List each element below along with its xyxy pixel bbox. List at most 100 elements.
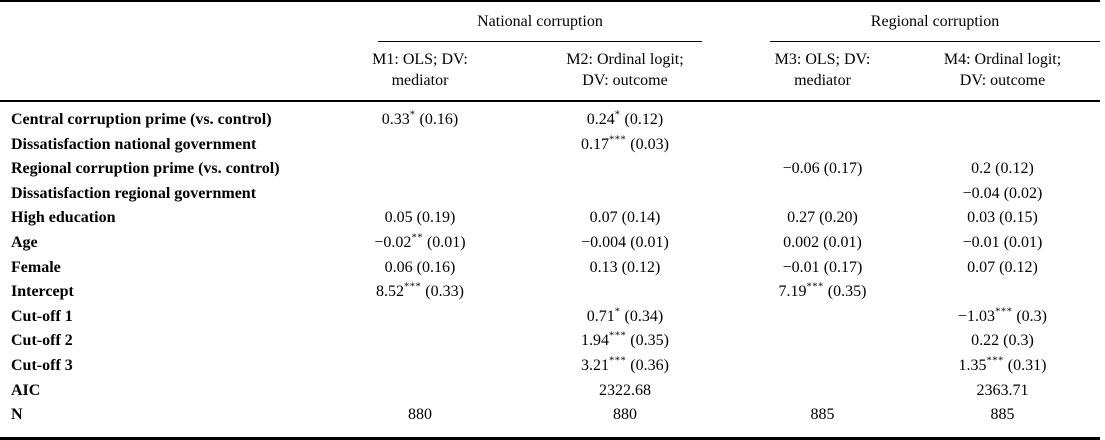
coefficient-cell: 880 <box>408 406 432 424</box>
group-header-national: National corruption <box>330 2 740 42</box>
significance-stars: *** <box>609 331 627 343</box>
coefficient-cell: 1.35*** (0.31) <box>958 355 1047 374</box>
table-row: Cut-off 3 3.21*** (0.36) 1.35*** (0.31) <box>0 354 1100 379</box>
coefficient-cell <box>330 379 510 404</box>
coefficient-cell <box>740 182 905 207</box>
coefficient-cell: 0.002 (0.01) <box>783 233 862 251</box>
row-label: N <box>11 406 23 424</box>
column-header-line1: M1: OLS; DV: <box>372 51 468 68</box>
table-row: Cut-off 1 0.71* (0.34) −1.03*** (0.3) <box>0 305 1100 330</box>
coefficient-cell: −0.01 (0.01) <box>962 233 1043 251</box>
significance-stars: ** <box>411 232 423 244</box>
significance-stars: * <box>614 109 621 121</box>
table-row: Cut-off 2 1.94*** (0.35) 0.22 (0.3) <box>0 329 1100 354</box>
row-label: Dissatisfaction regional government <box>11 184 257 202</box>
coefficient-cell <box>740 101 905 133</box>
column-header-m4: M4: Ordinal logit; DV: outcome <box>905 42 1101 102</box>
model-header-row: M1: OLS; DV: mediator M2: Ordinal logit;… <box>0 42 1101 102</box>
coefficient-cell <box>330 354 510 379</box>
coefficient-cell <box>905 133 1100 158</box>
group-label-national: National corruption <box>378 12 702 42</box>
coefficient-cell <box>740 329 905 354</box>
coefficient-cell: 1.94*** (0.35) <box>581 331 669 350</box>
significance-stars: *** <box>609 134 627 146</box>
coefficient-cell <box>740 354 905 379</box>
coefficient-cell <box>510 182 740 207</box>
coefficient-cell <box>740 379 905 404</box>
coefficient-cell: −0.02** (0.01) <box>374 232 466 251</box>
column-header-line1: M3: OLS; DV: <box>774 51 871 68</box>
table-row: N 880 880 885 885 <box>0 403 1100 428</box>
coefficient-cell <box>905 280 1100 305</box>
coefficient-cell: 885 <box>810 406 835 424</box>
column-header-line1: M2: Ordinal logit; <box>566 51 684 68</box>
table-body: Central corruption prime (vs. control) 0.… <box>0 101 1100 428</box>
row-label: Regional corruption prime (vs. control) <box>11 160 280 178</box>
table-row: AIC 2322.68 2363.71 <box>0 379 1100 404</box>
table-header: National corruption Regional corruption … <box>0 2 1101 102</box>
table-row: Dissatisfaction national government 0.17*… <box>0 133 1100 158</box>
coefficient-cell: 0.05 (0.19) <box>384 209 456 227</box>
coefficient-cell: 8.52*** (0.33) <box>376 281 464 301</box>
row-label: High education <box>11 209 116 227</box>
regression-table: National corruption Regional corruption … <box>0 2 1101 428</box>
coefficient-cell: 0.03 (0.15) <box>967 209 1038 227</box>
table-row: Central corruption prime (vs. control) 0.… <box>0 101 1100 133</box>
coefficient-cell: 0.17*** (0.03) <box>581 134 669 153</box>
coefficient-cell <box>510 157 740 182</box>
coefficient-cell: −1.03*** (0.3) <box>958 306 1047 325</box>
coefficient-cell: 0.71* (0.34) <box>586 306 664 325</box>
column-header-m3: M3: OLS; DV: mediator <box>740 42 905 102</box>
group-header-row: National corruption Regional corruption <box>0 2 1101 42</box>
row-label: Cut-off 1 <box>11 307 73 325</box>
coefficient-cell: 885 <box>990 406 1015 424</box>
coefficient-cell <box>330 182 510 207</box>
row-label: Age <box>11 233 38 251</box>
coefficient-cell: 0.22 (0.3) <box>971 332 1034 350</box>
coefficient-cell: −0.04 (0.02) <box>962 184 1043 202</box>
coefficient-cell <box>330 305 510 330</box>
group-label-regional: Regional corruption <box>770 12 1101 42</box>
coefficient-cell <box>740 133 905 158</box>
coefficient-cell <box>330 329 510 354</box>
table-row: Age −0.02** (0.01) −0.004 (0.01) 0.002 (0.0… <box>0 231 1100 256</box>
coefficient-cell: −0.01 (0.17) <box>782 258 863 276</box>
coefficient-cell: 3.21*** (0.36) <box>581 355 669 374</box>
significance-stars: *** <box>995 306 1013 318</box>
coefficient-cell: 0.33* (0.16) <box>381 109 459 128</box>
column-header-line2: DV: outcome <box>582 72 668 89</box>
column-header-m2: M2: Ordinal logit; DV: outcome <box>510 42 740 102</box>
coefficient-cell: 2363.71 <box>976 381 1029 399</box>
table-row: Dissatisfaction regional government −0.04… <box>0 182 1100 207</box>
row-label: Female <box>11 258 61 276</box>
row-label: Dissatisfaction national government <box>11 135 257 153</box>
corner-cell <box>0 2 330 42</box>
significance-stars: *** <box>806 281 824 293</box>
coefficient-cell <box>330 157 510 182</box>
coefficient-cell: 880 <box>613 406 637 424</box>
coefficient-cell: 0.24* (0.12) <box>586 109 664 128</box>
coefficient-cell: 0.06 (0.16) <box>384 258 456 276</box>
row-label: Central corruption prime (vs. control) <box>11 111 272 128</box>
coefficient-cell <box>740 305 905 330</box>
corner-cell <box>0 42 330 102</box>
row-label: Cut-off 3 <box>11 356 73 374</box>
coefficient-cell: 0.07 (0.12) <box>967 258 1038 276</box>
column-header-line2: DV: outcome <box>959 72 1046 89</box>
significance-stars: *** <box>986 355 1004 367</box>
row-label: Cut-off 2 <box>11 332 73 350</box>
table-row: Intercept 8.52*** (0.33) 7.19*** (0.35) <box>0 280 1100 305</box>
table-row: Regional corruption prime (vs. control) −… <box>0 157 1100 182</box>
coefficient-cell <box>330 133 510 158</box>
coefficient-cell: 0.27 (0.20) <box>787 209 858 227</box>
coefficient-cell <box>905 101 1100 133</box>
significance-stars: *** <box>609 355 627 367</box>
row-label: Intercept <box>11 283 74 301</box>
column-header-line2: mediator <box>391 72 449 89</box>
significance-stars: * <box>614 306 621 318</box>
column-header-line2: mediator <box>794 72 851 89</box>
significance-stars: *** <box>404 281 422 293</box>
coefficient-cell: −0.06 (0.17) <box>782 160 863 178</box>
coefficient-cell: 2322.68 <box>599 381 651 399</box>
